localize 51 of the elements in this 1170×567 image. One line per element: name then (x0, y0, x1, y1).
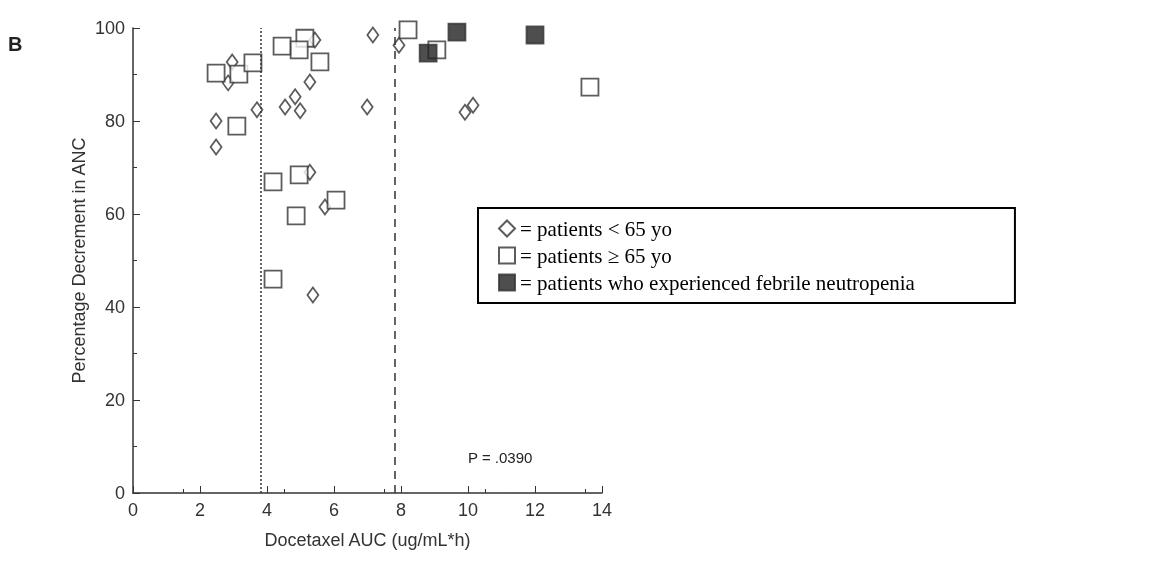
y-tick-label: 40 (104, 297, 125, 317)
x-tick-label: 14 (591, 500, 613, 520)
point (303, 73, 317, 91)
y-tick-label: 0 (114, 483, 125, 503)
y-axis-title: Percentage Decrement in ANC (69, 137, 89, 384)
point (366, 26, 380, 44)
legend-label: = patients who experienced febrile neutropenia (520, 270, 916, 295)
x-axis-title: Docetaxel AUC (ug/mL*h) (264, 530, 471, 550)
point (263, 269, 283, 289)
point (447, 22, 467, 42)
point (286, 206, 306, 226)
point (243, 53, 263, 73)
x-tick-label: 0 (127, 500, 139, 520)
point (398, 20, 418, 40)
x-tick-label: 10 (457, 500, 479, 520)
text: B (8, 33, 23, 55)
x-tick-label: 12 (524, 500, 546, 520)
point (525, 25, 545, 45)
y-tick-label: 100 (94, 18, 125, 38)
point (288, 88, 302, 106)
legend-label: = patients < 65 yo (520, 216, 673, 241)
point (289, 165, 309, 185)
x-tick-label: 4 (261, 500, 273, 520)
point (360, 98, 374, 116)
point (227, 116, 247, 136)
y-tick-label: 60 (104, 204, 125, 224)
point (458, 103, 472, 121)
point (306, 286, 320, 304)
x-tick-label: 2 (194, 500, 206, 520)
point (310, 52, 330, 72)
x-tick-label: 6 (328, 500, 340, 520)
y-tick-label: 20 (104, 390, 125, 410)
point (466, 96, 480, 114)
point (392, 36, 406, 54)
point (206, 63, 226, 83)
legend-label: = patients ≥ 65 yo (520, 243, 672, 268)
point (272, 36, 292, 56)
x-tick-label: 8 (395, 500, 407, 520)
y-tick-label: 80 (104, 111, 125, 131)
annotation: P = .0390 (468, 449, 533, 466)
point (263, 172, 283, 192)
point (289, 40, 309, 60)
point (418, 43, 438, 63)
point (250, 101, 264, 119)
point (326, 190, 346, 210)
point (229, 64, 249, 84)
point (278, 98, 292, 116)
point (209, 112, 223, 130)
point (580, 77, 600, 97)
point (293, 102, 307, 120)
point (209, 138, 223, 156)
